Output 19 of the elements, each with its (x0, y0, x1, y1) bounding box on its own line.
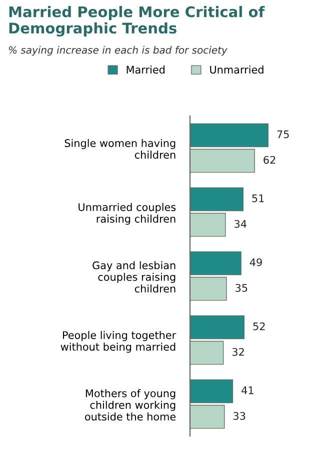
legend-label: Unmarried (210, 66, 264, 74)
y-tick-label: People living together without being married (60, 331, 176, 353)
data-label: 32 (232, 348, 244, 356)
data-label: 33 (234, 412, 246, 420)
chart-subtitle: % saying increase in each is bad for society (8, 46, 228, 56)
data-label: 52 (253, 322, 265, 330)
data-label: 34 (234, 220, 246, 228)
legend-label: Married (126, 66, 165, 74)
data-label: 75 (277, 130, 289, 138)
y-tick-label: Gay and lesbian couples raising children (92, 261, 176, 293)
data-label: 51 (252, 194, 264, 202)
y-tick-label: Single women having children (64, 139, 176, 159)
data-label: 41 (242, 386, 254, 394)
y-tick-label: Mothers of young children working outside the home (85, 389, 176, 421)
data-label: 62 (264, 156, 276, 164)
data-label: 49 (250, 258, 262, 266)
chart-title: Married People More Critical of Demographic Trends (9, 6, 265, 37)
data-label: 35 (236, 284, 248, 292)
y-tick-label: Unmarried couples raising children (78, 203, 176, 225)
